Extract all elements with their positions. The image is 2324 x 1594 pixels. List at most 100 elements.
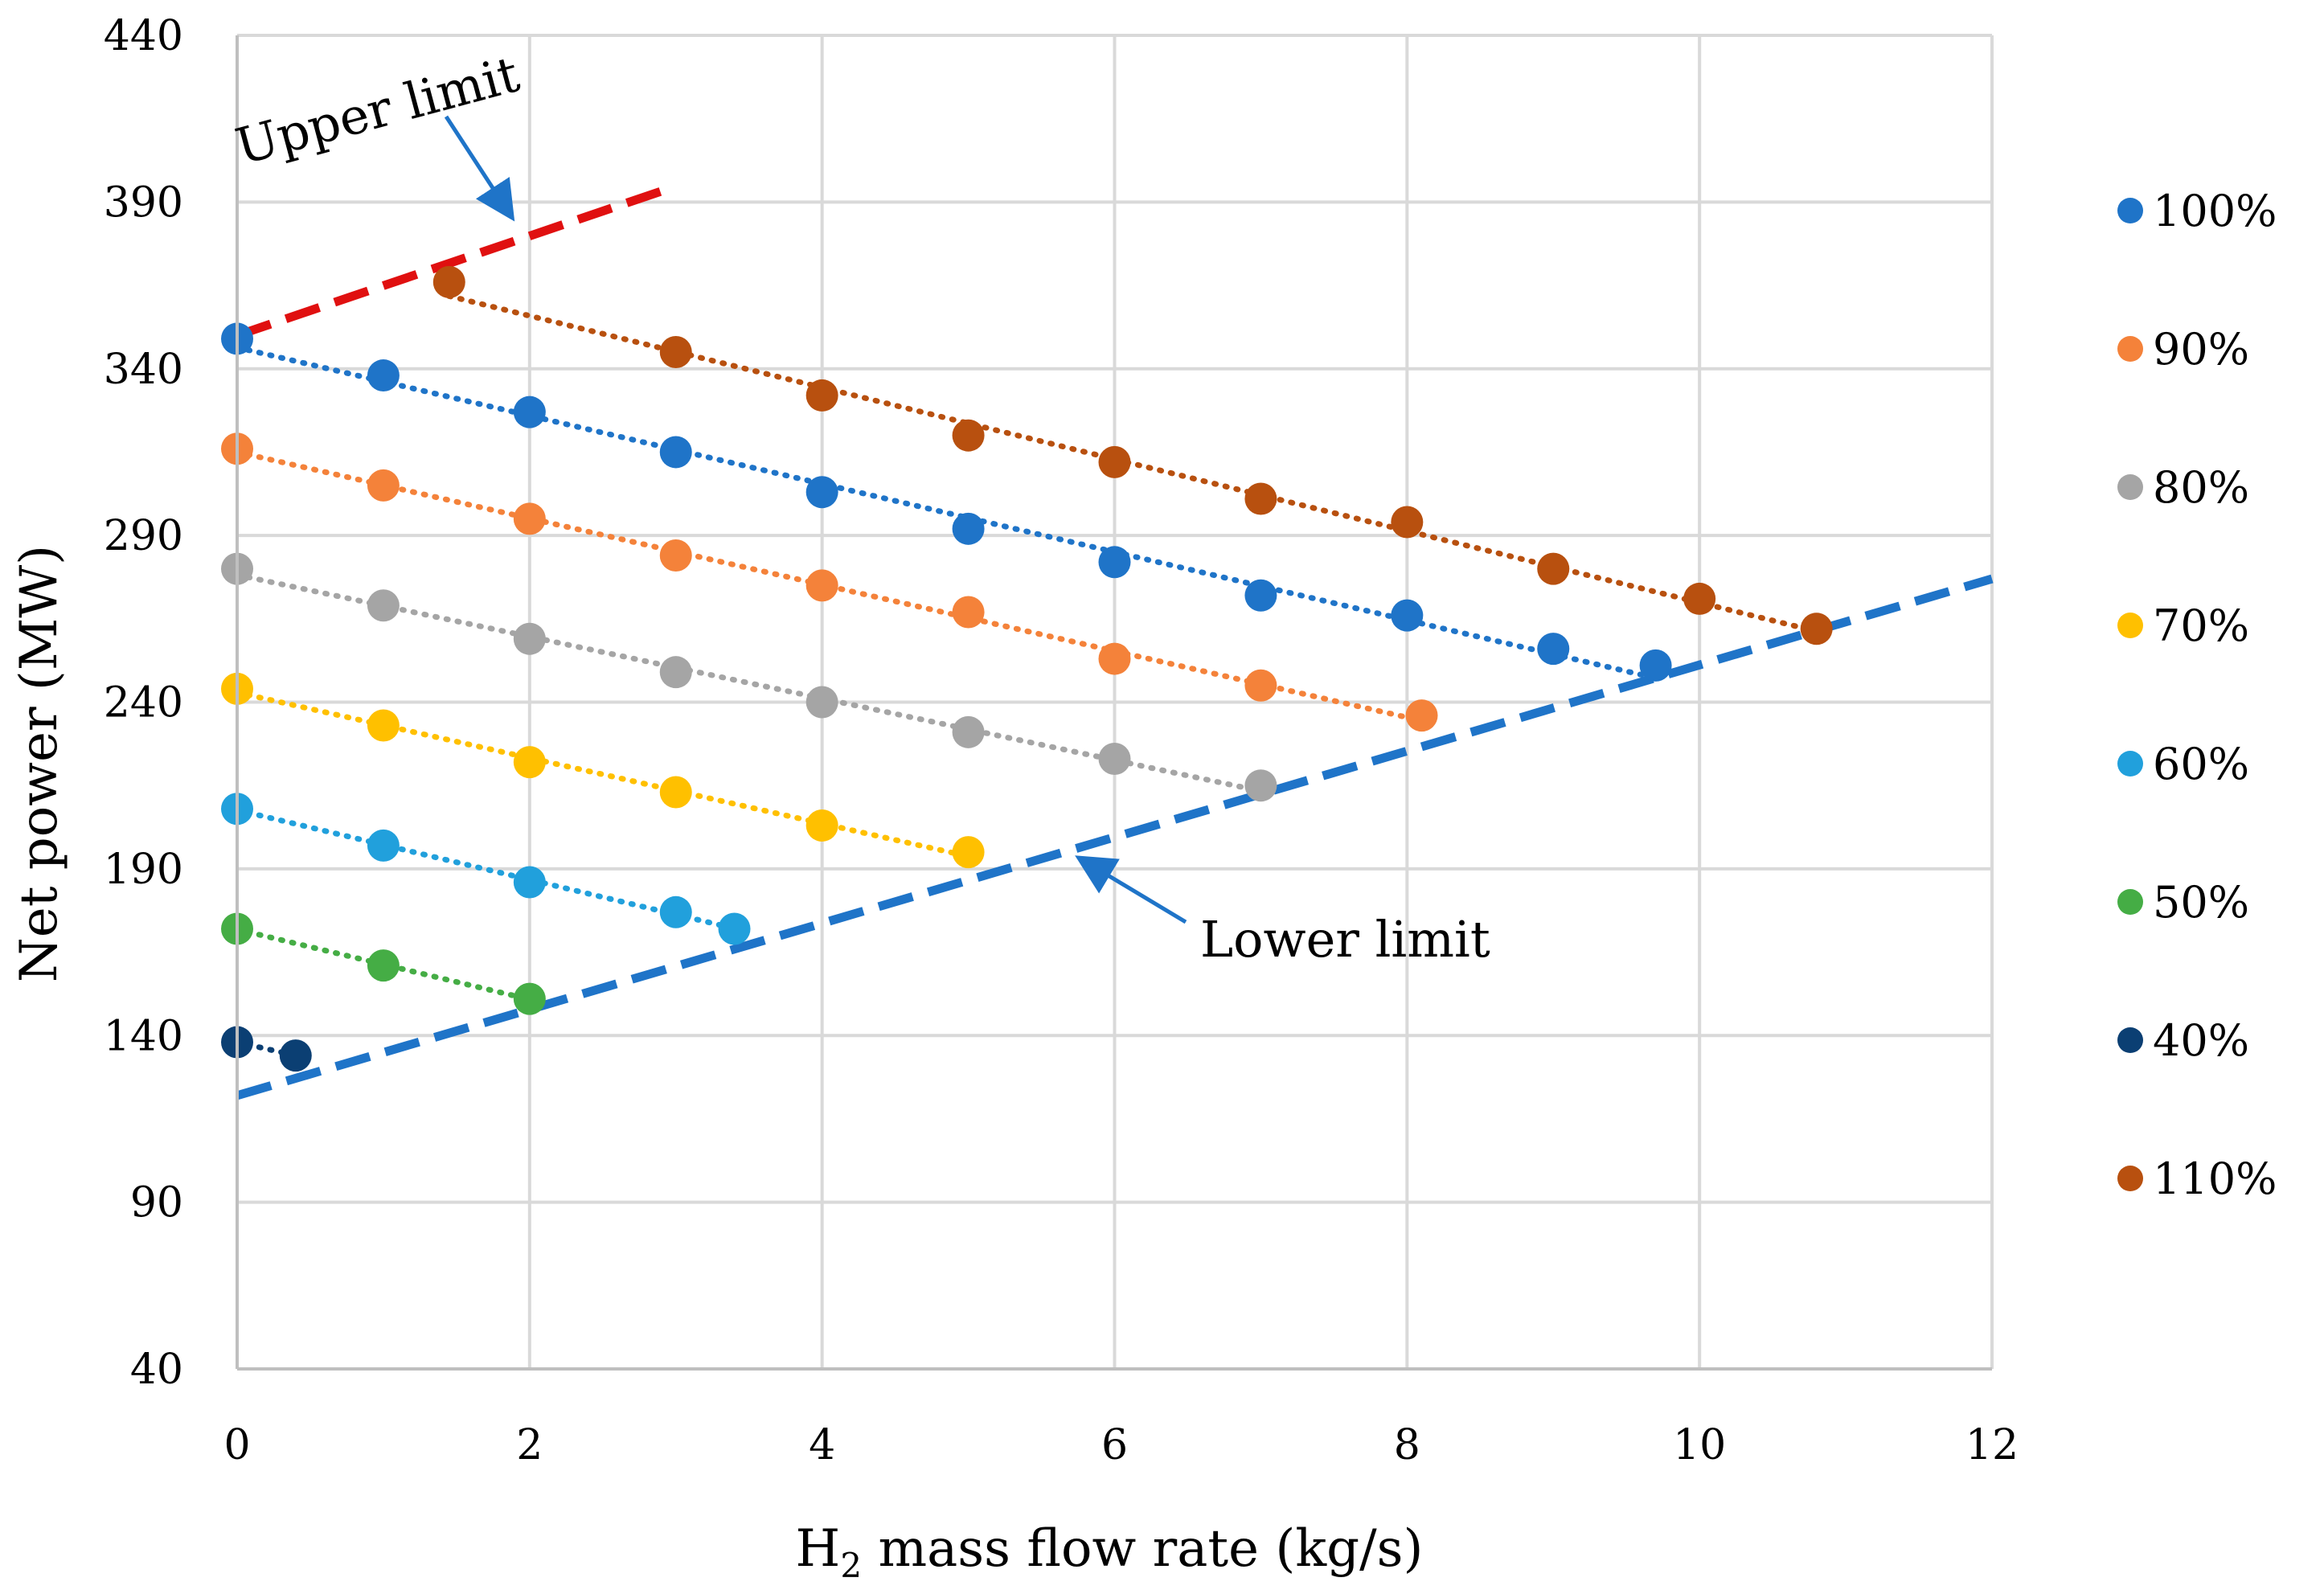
y-tick-label: 90 xyxy=(130,1179,183,1227)
data-point-90% xyxy=(1098,642,1131,675)
data-point-70% xyxy=(367,709,400,742)
x-tick-label: 6 xyxy=(1101,1421,1128,1469)
data-point-90% xyxy=(513,502,546,535)
data-point-80% xyxy=(805,686,838,719)
data-point-110% xyxy=(432,265,465,298)
data-point-70% xyxy=(513,746,546,779)
data-point-90% xyxy=(952,596,985,629)
trendline-60% xyxy=(234,807,738,932)
legend-label-110%: 110% xyxy=(2153,1153,2277,1204)
upper-limit-arrow xyxy=(444,115,515,222)
data-point-110% xyxy=(659,336,692,369)
legend-marker-100% xyxy=(2117,198,2143,223)
data-point-100% xyxy=(1537,633,1570,666)
trendline-100% xyxy=(234,344,1659,682)
x-axis-title: H2 mass flow rate (kg/s) xyxy=(796,1519,1424,1585)
data-point-110% xyxy=(1800,613,1833,645)
y-tick-label: 390 xyxy=(104,178,183,227)
y-tick-label: 440 xyxy=(104,12,183,60)
lower-limit-line xyxy=(236,574,1994,1100)
trendline-70% xyxy=(234,689,972,859)
legend-label-40%: 40% xyxy=(2153,1015,2249,1066)
gridlines xyxy=(237,34,1994,1369)
data-point-80% xyxy=(659,656,692,689)
x-axis-title-subscript: 2 xyxy=(840,1546,862,1585)
legend-label-70%: 70% xyxy=(2153,600,2249,651)
upper-limit-annotation: Upper limit xyxy=(230,44,526,176)
x-tick-label: 4 xyxy=(809,1421,835,1469)
data-point-110% xyxy=(1537,552,1570,585)
legend-marker-80% xyxy=(2117,474,2143,500)
data-point-90% xyxy=(659,539,692,572)
data-point-100% xyxy=(1244,579,1277,612)
data-point-110% xyxy=(1244,482,1277,515)
data-point-80% xyxy=(1244,769,1277,802)
legend-marker-70% xyxy=(2117,613,2143,638)
y-tick-label: 40 xyxy=(130,1346,183,1394)
lower-limit-annotation: Lower limit xyxy=(1200,910,1490,969)
data-point-80% xyxy=(952,715,985,748)
legend-label-80%: 80% xyxy=(2153,462,2249,513)
data-point-100% xyxy=(952,512,985,545)
y-axis-title: Net power (MW) xyxy=(10,545,69,982)
y-tick-label: 340 xyxy=(104,346,183,394)
data-point-110% xyxy=(952,419,985,452)
x-tick-label: 10 xyxy=(1673,1421,1726,1469)
legend: 100% 90% 80% 70% 60% 50% 40% 110% xyxy=(2117,186,2277,1204)
upper-limit-line xyxy=(236,184,670,340)
data-point-50% xyxy=(367,949,400,982)
legend-label-60%: 60% xyxy=(2153,739,2249,789)
trendline-110% xyxy=(446,293,1820,634)
x-tick-label: 8 xyxy=(1394,1421,1420,1469)
data-point-80% xyxy=(367,589,400,622)
data-point-100% xyxy=(1098,546,1131,579)
data-point-80% xyxy=(1098,743,1131,776)
limit-lines xyxy=(236,184,1994,1100)
data-point-100% xyxy=(513,395,546,428)
data-point-90% xyxy=(805,569,838,602)
data-point-60% xyxy=(718,912,751,945)
data-point-70% xyxy=(805,809,838,842)
x-tick-label: 12 xyxy=(1965,1421,2019,1469)
data-point-40% xyxy=(279,1039,312,1072)
data-point-90% xyxy=(1244,669,1277,702)
data-point-70% xyxy=(659,776,692,809)
x-axis-title-rest: mass flow rate (kg/s) xyxy=(862,1519,1423,1579)
data-point-100% xyxy=(805,476,838,509)
data-point-100% xyxy=(659,436,692,469)
axes xyxy=(236,35,1992,1371)
data-point-100% xyxy=(1639,649,1672,682)
data-point-50% xyxy=(513,982,546,1015)
data-point-80% xyxy=(513,622,546,655)
data-point-100% xyxy=(1391,599,1424,632)
legend-label-90%: 90% xyxy=(2153,324,2249,375)
legend-marker-110% xyxy=(2117,1166,2143,1191)
data-point-70% xyxy=(952,836,985,869)
legend-marker-50% xyxy=(2117,889,2143,915)
legend-marker-90% xyxy=(2117,336,2143,362)
data-point-110% xyxy=(805,379,838,412)
data-point-60% xyxy=(367,829,400,862)
y-tick-label: 140 xyxy=(104,1012,183,1060)
data-point-60% xyxy=(659,895,692,928)
legend-label-100%: 100% xyxy=(2153,186,2277,236)
legend-marker-40% xyxy=(2117,1027,2143,1053)
tick-labels: 40 90 140 190 240 290 340 390 440 0 2 4 6 8 10 12 xyxy=(104,12,2019,1469)
data-point-110% xyxy=(1683,582,1716,615)
lower-limit-arrow xyxy=(1075,855,1187,924)
y-tick-label: 190 xyxy=(104,846,183,894)
y-tick-label: 290 xyxy=(104,512,183,560)
data-point-90% xyxy=(1405,699,1438,732)
legend-label-50%: 50% xyxy=(2153,877,2249,928)
data-point-60% xyxy=(513,866,546,899)
x-tick-label: 2 xyxy=(516,1421,543,1469)
data-point-100% xyxy=(367,359,400,392)
legend-marker-60% xyxy=(2117,751,2143,777)
y-tick-label: 240 xyxy=(104,679,183,727)
data-point-110% xyxy=(1098,445,1131,478)
data-point-90% xyxy=(367,469,400,502)
data-series xyxy=(221,265,1833,1072)
x-axis-title-main: H xyxy=(796,1519,841,1579)
x-tick-label: 0 xyxy=(223,1421,250,1469)
data-point-110% xyxy=(1391,506,1424,539)
